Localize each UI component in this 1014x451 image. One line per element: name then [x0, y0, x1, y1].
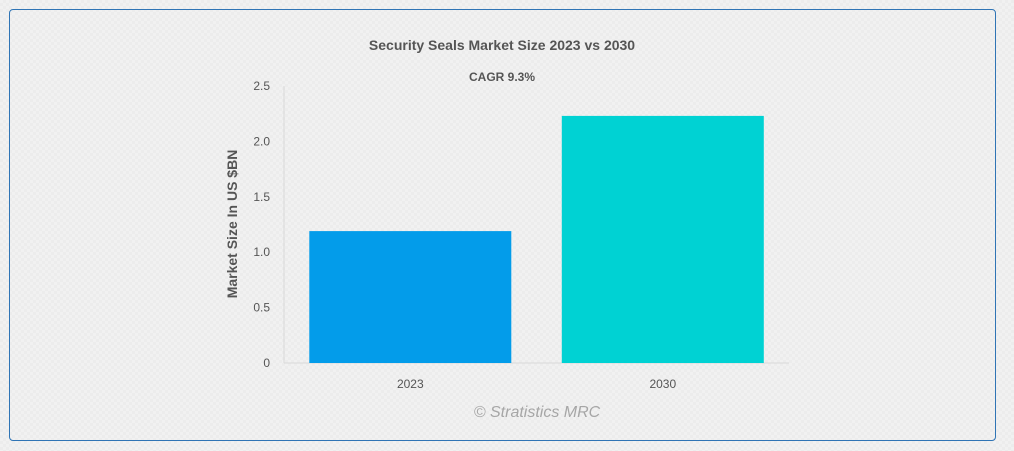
- y-ticks-group: 0 0.5 1.0 1.5 2.0 2.5: [253, 79, 270, 370]
- watermark: © Stratistics MRC: [474, 404, 601, 421]
- chart-card: [9, 9, 996, 441]
- bar-2023: [309, 231, 512, 363]
- y-tick-label: 2.5: [253, 79, 270, 93]
- x-tick-label: 2023: [397, 377, 424, 391]
- y-tick-label: 0.5: [253, 301, 270, 315]
- chart-subtitle: CAGR 9.3%: [469, 70, 535, 84]
- y-tick-label: 1.5: [253, 190, 270, 204]
- x-ticks-group: 2023 2030: [397, 377, 677, 391]
- bar-2030: [561, 115, 764, 364]
- y-axis-label: Market Size In US $BN: [224, 150, 240, 299]
- x-tick-label: 2030: [649, 377, 676, 391]
- y-tick-label: 1.0: [253, 245, 270, 259]
- y-tick-label: 2.0: [253, 134, 270, 148]
- y-tick-label: 0: [263, 356, 270, 370]
- chart-title: Security Seals Market Size 2023 vs 2030: [369, 37, 635, 53]
- bars-group: [309, 115, 764, 364]
